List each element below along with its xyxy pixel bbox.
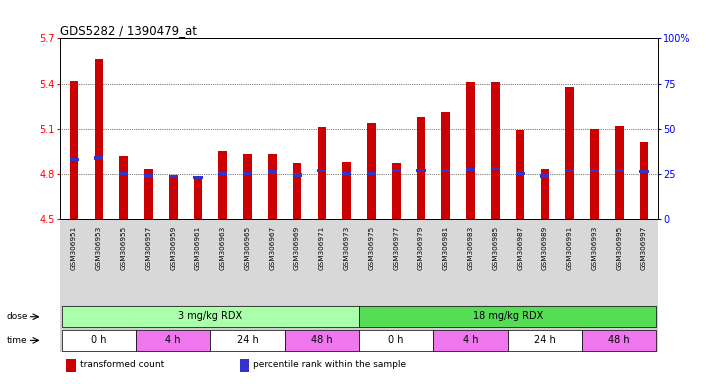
Bar: [293, 163, 301, 219]
Bar: [243, 172, 252, 175]
Bar: [417, 117, 425, 219]
Bar: [342, 172, 351, 175]
Text: GSM306977: GSM306977: [393, 226, 400, 270]
Text: 24 h: 24 h: [237, 335, 258, 345]
Bar: [508, 330, 582, 351]
Text: GSM306969: GSM306969: [294, 226, 300, 270]
Text: GSM306993: GSM306993: [592, 226, 597, 270]
Text: 0 h: 0 h: [91, 335, 107, 345]
Bar: [442, 169, 450, 172]
Bar: [66, 359, 76, 372]
Bar: [359, 330, 434, 351]
Bar: [639, 170, 648, 173]
Text: GSM306997: GSM306997: [641, 226, 647, 270]
Bar: [317, 169, 326, 172]
Bar: [268, 154, 277, 219]
Bar: [193, 176, 203, 179]
Text: 18 mg/kg RDX: 18 mg/kg RDX: [473, 311, 543, 321]
Text: 48 h: 48 h: [311, 335, 333, 345]
Text: GSM306967: GSM306967: [269, 226, 275, 270]
Bar: [95, 60, 103, 219]
Text: GDS5282 / 1390479_at: GDS5282 / 1390479_at: [60, 24, 198, 37]
Bar: [367, 122, 376, 219]
Bar: [193, 177, 203, 219]
Bar: [392, 163, 400, 219]
Bar: [119, 172, 128, 175]
Bar: [392, 169, 401, 172]
Text: GSM306987: GSM306987: [517, 226, 523, 270]
Bar: [218, 172, 228, 175]
Bar: [417, 169, 426, 172]
Bar: [62, 330, 136, 351]
Text: GSM306961: GSM306961: [195, 226, 201, 270]
Bar: [95, 156, 103, 160]
Bar: [590, 129, 599, 219]
Text: GSM306953: GSM306953: [96, 226, 102, 270]
Bar: [144, 169, 153, 219]
Bar: [119, 156, 128, 219]
Bar: [491, 167, 500, 170]
Bar: [268, 170, 277, 174]
Bar: [70, 158, 79, 161]
Bar: [491, 82, 500, 219]
Bar: [169, 175, 178, 219]
Bar: [540, 169, 550, 219]
Text: GSM306985: GSM306985: [492, 226, 498, 270]
Text: GSM306973: GSM306973: [343, 226, 350, 270]
Bar: [582, 330, 656, 351]
Bar: [210, 330, 284, 351]
Bar: [565, 86, 574, 219]
Text: GSM306995: GSM306995: [616, 226, 622, 270]
Text: 0 h: 0 h: [388, 335, 404, 345]
Bar: [466, 168, 475, 171]
Text: 4 h: 4 h: [463, 335, 479, 345]
Bar: [565, 169, 574, 172]
Bar: [240, 359, 249, 372]
Bar: [367, 172, 376, 175]
Text: dose: dose: [6, 312, 28, 321]
Bar: [615, 126, 624, 219]
Bar: [318, 127, 326, 219]
Bar: [144, 174, 153, 178]
Text: GSM306965: GSM306965: [245, 226, 250, 270]
Bar: [466, 82, 475, 219]
Text: GSM306955: GSM306955: [121, 226, 127, 270]
Text: GSM306957: GSM306957: [146, 226, 151, 270]
Bar: [292, 173, 301, 177]
Text: GSM306989: GSM306989: [542, 226, 548, 270]
Text: GSM306951: GSM306951: [71, 226, 77, 270]
Bar: [62, 306, 359, 328]
Bar: [442, 112, 450, 219]
Text: 3 mg/kg RDX: 3 mg/kg RDX: [178, 311, 242, 321]
Text: transformed count: transformed count: [80, 360, 164, 369]
Text: GSM306981: GSM306981: [443, 226, 449, 270]
Bar: [540, 174, 550, 178]
Bar: [359, 306, 656, 328]
Bar: [136, 330, 210, 351]
Text: 4 h: 4 h: [166, 335, 181, 345]
Text: 24 h: 24 h: [534, 335, 556, 345]
Bar: [615, 169, 624, 172]
Bar: [342, 162, 351, 219]
Bar: [640, 142, 648, 219]
Bar: [515, 172, 525, 175]
Text: GSM306975: GSM306975: [368, 226, 375, 270]
Text: GSM306971: GSM306971: [319, 226, 325, 270]
Text: percentile rank within the sample: percentile rank within the sample: [252, 360, 406, 369]
Text: 48 h: 48 h: [609, 335, 630, 345]
Text: GSM306963: GSM306963: [220, 226, 226, 270]
Bar: [243, 154, 252, 219]
Text: GSM306983: GSM306983: [468, 226, 474, 270]
Bar: [218, 151, 227, 219]
Bar: [284, 330, 359, 351]
Text: GSM306959: GSM306959: [170, 226, 176, 270]
Text: GSM306979: GSM306979: [418, 226, 424, 270]
Text: GSM306991: GSM306991: [567, 226, 572, 270]
Bar: [434, 330, 508, 351]
Bar: [515, 130, 525, 219]
Text: time: time: [7, 336, 28, 345]
Bar: [169, 175, 178, 179]
Bar: [590, 169, 599, 172]
Bar: [70, 81, 78, 219]
